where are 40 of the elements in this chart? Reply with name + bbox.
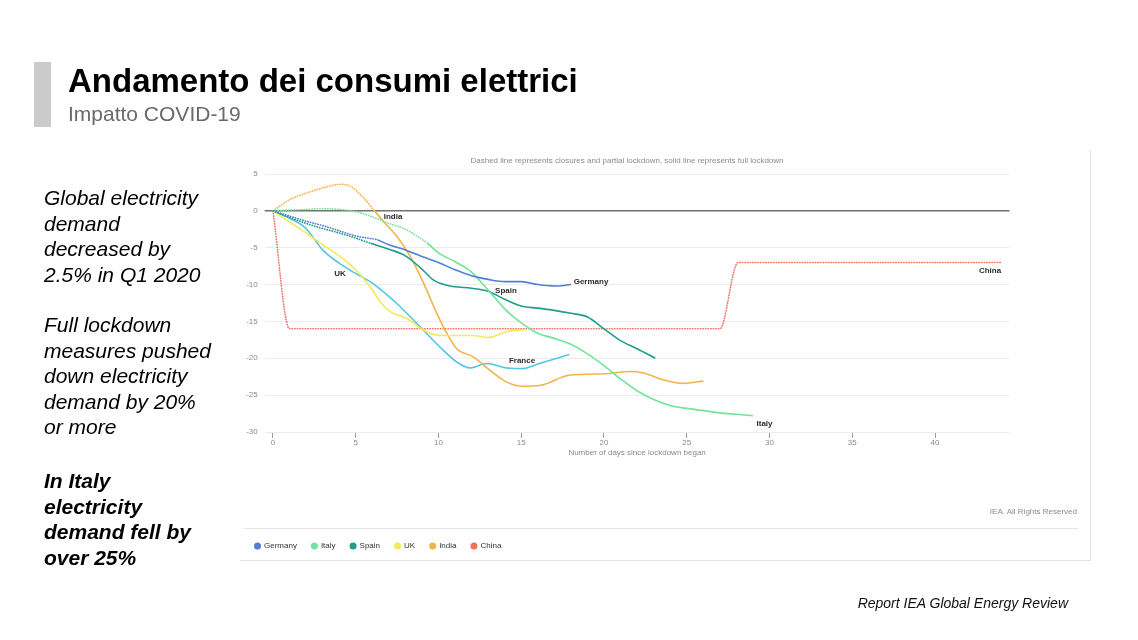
legend-label: India [439,541,458,551]
legend-label: China [480,541,502,551]
legend-label: UK [404,541,416,551]
annotation: UK [334,268,346,277]
x-tick-label: 5 [353,438,359,447]
annotation: Germany [573,276,609,286]
x-tick-label: 30 [765,438,775,447]
y-tick-label: -20 [246,353,259,363]
x-tick-label: 10 [434,438,444,447]
y-tick-label: -15 [246,316,259,326]
legend-label: Germany [264,541,297,551]
chart-title: Andamento dei consumi elettrici [68,62,578,100]
text: In Italy electricity demand fell by over 25% [44,468,193,571]
text: Dashed line represents closures and partial lockdown, solid line represents full lockdown [470,156,784,166]
y-tick-label: 0 [253,206,259,216]
x-axis-title: Number of days since lockdown began [568,448,706,458]
y-tick-label: 5 [253,169,259,179]
annotation: France [508,355,536,365]
y-tick-label: -25 [246,390,259,400]
annotation: China [978,265,1002,275]
text: Global electricity demand decreased by 2.5% in Q1 2020 [44,185,202,288]
y-tick-label: -5 [250,242,259,252]
x-tick-label: 40 [930,438,941,447]
chart-subtitle: Impatto COVID-19 [68,102,241,126]
x-tick-label: 25 [682,438,692,447]
annotation: Spain [495,285,517,295]
legend-label: Spain [359,541,381,551]
annotation: India [383,211,403,220]
y-tick-label: -10 [246,279,259,289]
x-tick-label: 35 [847,438,858,447]
x-tick-label: 15 [516,438,527,447]
y-tick-label: -30 [246,427,259,437]
text: IEA. All Rights Reserved [989,507,1077,517]
annotation: Italy [756,418,773,428]
line-series [272,210,528,339]
text: Report IEA Global Energy Review [857,595,1068,611]
legend-label: Italy [320,541,336,551]
text: Full lockdown measures pushed down electricity demand by 20% or more [44,312,213,440]
x-tick-label: 0 [270,438,276,447]
x-tick-label: 20 [599,438,609,447]
